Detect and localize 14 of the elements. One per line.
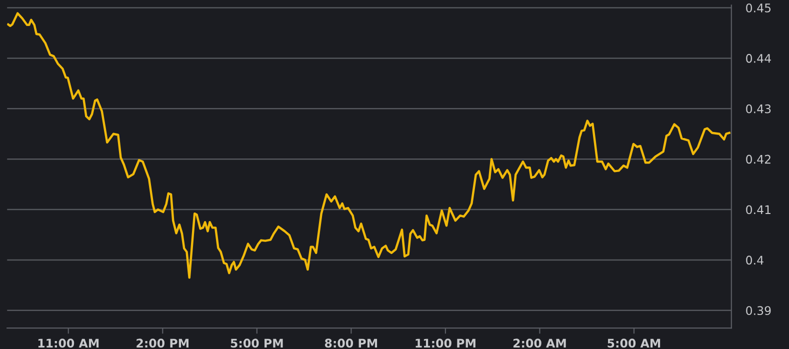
y-tick-label: 0.39 [746, 306, 771, 316]
x-tick-label: 11:00 AM [38, 338, 99, 348]
x-tick-label: 2:00 PM [136, 338, 188, 348]
y-tick-label: 0.43 [746, 104, 771, 114]
x-tick-label: 5:00 AM [608, 338, 660, 348]
y-tick-label: 0.41 [746, 205, 770, 214]
x-tick-label: 8:00 PM [324, 338, 378, 348]
x-tick-label: 2:00 AM [513, 338, 566, 348]
y-tick-label: 0.4 [746, 256, 764, 265]
y-tick-label: 0.45 [746, 3, 771, 12]
x-tick-label: 5:00 PM [230, 338, 283, 348]
y-tick-label: 0.42 [746, 154, 770, 164]
y-tick-label: 0.44 [746, 54, 771, 63]
x-tick-label: 11:00 PM [416, 338, 476, 348]
